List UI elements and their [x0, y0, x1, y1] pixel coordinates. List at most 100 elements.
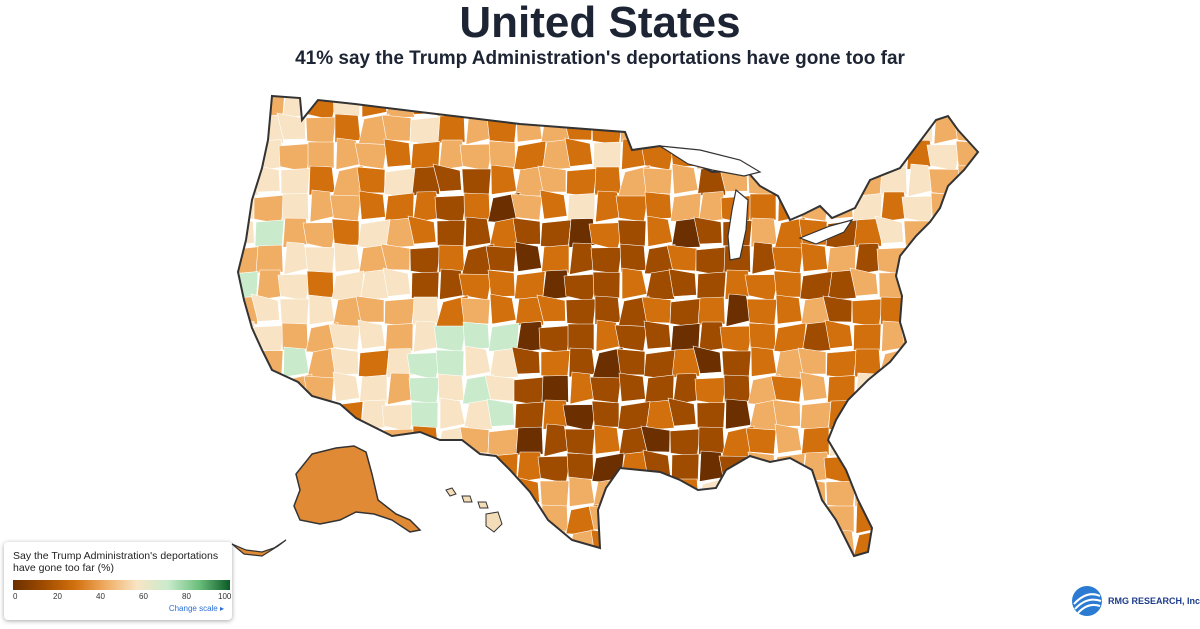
brand-logo: RMG RESEARCH, Inc.	[1070, 584, 1200, 620]
map-region	[801, 426, 830, 456]
map-region	[280, 168, 311, 197]
map-region	[512, 507, 546, 536]
map-region	[904, 373, 932, 402]
map-region	[905, 557, 934, 586]
map-region	[697, 555, 725, 556]
map-region	[801, 113, 829, 143]
map-region	[982, 142, 1014, 173]
map-region	[721, 350, 752, 378]
map-region	[984, 297, 1012, 325]
map-region	[541, 244, 570, 274]
map-region	[695, 246, 729, 277]
legend-tick: 100	[218, 592, 232, 601]
map-region	[722, 503, 750, 532]
change-scale-label: Change scale	[168, 604, 218, 613]
lake-michigan	[727, 188, 749, 261]
map-region	[773, 270, 802, 298]
map-region	[723, 374, 751, 403]
map-region	[907, 268, 934, 300]
lake-superior	[659, 145, 762, 177]
legend-tick: 0	[13, 592, 18, 601]
map-region	[254, 219, 285, 249]
map-region	[277, 273, 312, 302]
map-region	[645, 505, 674, 534]
map-region	[827, 375, 856, 404]
map-region	[775, 294, 803, 325]
map-region	[901, 195, 936, 224]
map-region	[929, 321, 958, 350]
map-region	[984, 192, 1013, 223]
map-region	[616, 348, 646, 376]
map-region	[438, 244, 465, 273]
map-region	[770, 96, 807, 121]
map-region	[853, 323, 882, 352]
map-region	[671, 453, 700, 482]
map-region	[956, 217, 978, 249]
map-region	[776, 503, 805, 535]
change-scale-link[interactable]: Change scale ▸	[168, 604, 224, 613]
map-region	[954, 269, 978, 297]
map-region	[982, 242, 1009, 271]
map-region	[238, 507, 259, 535]
map-region	[238, 140, 260, 172]
map-region	[775, 478, 804, 508]
map-region	[828, 96, 855, 117]
map-region	[238, 426, 258, 456]
map-region	[384, 298, 416, 328]
map-region	[250, 293, 280, 322]
map-region	[590, 247, 623, 275]
map-region	[855, 501, 882, 534]
map-region	[694, 96, 723, 115]
map-region	[411, 166, 440, 196]
map-region	[537, 165, 567, 193]
map-region	[932, 96, 960, 118]
map-region	[591, 400, 620, 428]
map-region	[385, 323, 414, 352]
map-region	[982, 533, 1011, 559]
map-region	[930, 505, 961, 535]
map-region	[380, 534, 416, 556]
map-region	[750, 96, 778, 118]
map-region	[238, 321, 259, 353]
map-region	[667, 397, 697, 427]
map-region	[692, 345, 722, 374]
map-region	[380, 243, 411, 271]
map-region	[875, 377, 909, 405]
map-region	[615, 477, 645, 505]
map-region	[640, 425, 671, 453]
map-region	[488, 140, 516, 168]
map-region	[592, 271, 621, 299]
map-region	[797, 347, 827, 375]
map-region	[877, 401, 907, 429]
map-region	[772, 117, 805, 145]
map-region	[568, 476, 595, 507]
map-region	[903, 502, 932, 532]
map-region	[434, 195, 468, 224]
map-region	[952, 527, 978, 556]
map-region	[848, 114, 880, 142]
map-region	[540, 219, 572, 250]
map-region	[334, 557, 361, 585]
map-region	[673, 502, 701, 535]
map-region	[238, 111, 257, 143]
map-region	[647, 554, 675, 556]
map-region	[589, 96, 619, 115]
map-region	[671, 217, 701, 249]
map-region	[666, 534, 703, 556]
map-region	[750, 346, 777, 377]
map-region	[697, 296, 726, 326]
map-region	[381, 114, 412, 142]
map-region	[385, 453, 413, 481]
map-region	[931, 345, 959, 377]
map-region	[956, 293, 978, 324]
map-region	[411, 554, 439, 556]
map-region	[592, 477, 623, 509]
map-region	[565, 298, 597, 327]
map-region	[413, 449, 440, 482]
legend-tick: 80	[182, 592, 191, 601]
map-region	[238, 482, 261, 511]
map-region	[878, 477, 910, 510]
map-region	[645, 269, 675, 301]
legend-panel: Say the Trump Administration's deportati…	[4, 542, 232, 620]
